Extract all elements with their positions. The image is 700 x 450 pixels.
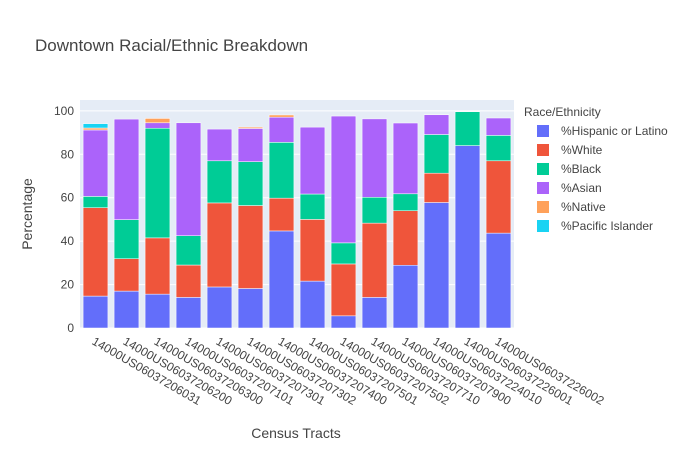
bar-segment (144, 127, 171, 239)
bar-segment (268, 230, 295, 329)
bar-segment (82, 123, 109, 129)
bar-segment (361, 297, 388, 329)
y-axis-ticks: 0 20 40 60 80 100 (54, 104, 74, 335)
bar-segment (175, 235, 202, 266)
bar-segment (175, 264, 202, 298)
bar-segment (144, 118, 171, 124)
bar-segment (237, 288, 264, 329)
y-tick-label: 80 (61, 147, 75, 161)
bar-segment (268, 142, 295, 199)
bar-segment (392, 193, 419, 211)
bar-segment (113, 118, 140, 220)
bar-segment (485, 232, 512, 329)
bar-segment (144, 122, 171, 129)
bar-segment (268, 197, 295, 232)
bar-segment (175, 297, 202, 329)
y-tick-label: 40 (61, 234, 75, 248)
bar-segment (82, 295, 109, 329)
bar-segment (82, 127, 109, 131)
bar-segment (361, 197, 388, 224)
legend-item-label: %Pacific Islander (561, 219, 653, 233)
bar-segment (82, 207, 109, 297)
bar-segment (144, 237, 171, 295)
legend-swatch (537, 144, 549, 156)
y-axis-title: Percentage (19, 178, 35, 250)
bar-segment (485, 135, 512, 162)
bar-segment (330, 115, 357, 244)
chart-title: Downtown Racial/Ethnic Breakdown (35, 36, 308, 55)
legend-swatch (537, 201, 549, 213)
legend-item-label: %Black (561, 162, 602, 176)
bar-segment (144, 293, 171, 329)
bar-segment (330, 315, 357, 329)
bar-segment (268, 114, 295, 118)
legend: Race/Ethnicity %Hispanic or Latino %White… (524, 105, 668, 233)
bar-segment (485, 117, 512, 136)
x-axis-ticks: 14000US0603720603114000US060372062001400… (90, 334, 607, 408)
bar-segment (485, 160, 512, 234)
bar-segment (299, 193, 326, 220)
legend-swatch (537, 182, 549, 194)
bar-segment (237, 205, 264, 289)
bar-segment (361, 118, 388, 198)
bar-segment (113, 290, 140, 329)
bar-segment (423, 114, 450, 135)
bar-segment (113, 219, 140, 259)
bar-segment (392, 210, 419, 266)
bar-segment (237, 128, 264, 162)
legend-swatch (537, 125, 549, 137)
bar-segment (82, 196, 109, 208)
bar-segment (392, 264, 419, 329)
legend-swatch (537, 163, 549, 175)
bar-segment (175, 122, 202, 236)
bar-segment (392, 122, 419, 195)
x-axis-title: Census Tracts (251, 425, 340, 441)
y-tick-label: 60 (61, 191, 75, 205)
legend-item-label: %White (561, 143, 603, 157)
bar-segment (237, 161, 264, 206)
bar-segment (330, 263, 357, 317)
bar-segment (361, 222, 388, 298)
bar-segment (299, 126, 326, 195)
bar-segment (237, 126, 264, 129)
legend-title: Race/Ethnicity (524, 105, 601, 119)
bar-segment (113, 258, 140, 292)
bar-segment (206, 202, 233, 288)
bar-segment (82, 129, 109, 197)
bars (82, 111, 512, 329)
y-tick-label: 0 (67, 321, 74, 335)
bar-segment (423, 134, 450, 174)
legend-swatch (537, 220, 549, 232)
bar-segment (206, 128, 233, 162)
legend-item-label: %Native (561, 200, 606, 214)
legend-item-label: %Asian (561, 181, 602, 195)
bar-segment (299, 219, 326, 282)
bar-segment (268, 116, 295, 143)
legend-item-label: %Hispanic or Latino (561, 124, 668, 138)
bar-segment (454, 145, 481, 329)
bar-segment (299, 280, 326, 329)
bar-segment (454, 111, 481, 146)
y-tick-label: 20 (61, 278, 75, 292)
bar-segment (206, 160, 233, 204)
bar-segment (206, 286, 233, 329)
bar-segment (423, 202, 450, 329)
bar-segment (423, 172, 450, 203)
y-tick-label: 100 (54, 104, 74, 118)
bar-segment (330, 242, 357, 265)
